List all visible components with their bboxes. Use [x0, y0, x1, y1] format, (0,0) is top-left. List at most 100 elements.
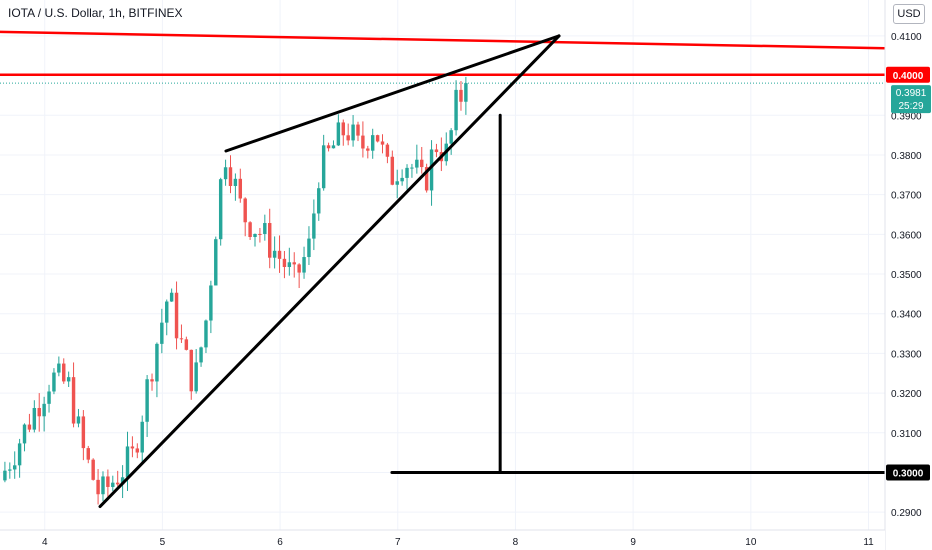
candle-body — [47, 391, 51, 404]
price-tags: 0.4000 0.3981 25:29 0.3000 — [886, 66, 931, 481]
candle-body — [145, 379, 149, 422]
candle-body — [140, 421, 144, 453]
candle-body — [434, 149, 439, 153]
wedge-lower — [98, 34, 561, 509]
y-tick-label: 0.3400 — [891, 310, 922, 321]
candle-body — [243, 198, 247, 223]
candle-body — [258, 233, 262, 235]
candle-body — [312, 213, 316, 239]
resistance-price-tag-bg — [886, 66, 930, 83]
y-tick-label: 0.3600 — [891, 230, 922, 241]
candle-body — [449, 130, 453, 144]
candle-body — [351, 124, 355, 141]
candle-body — [101, 476, 105, 495]
candle-body — [459, 89, 463, 102]
x-tick-label: 4 — [42, 537, 48, 548]
y-tick-label: 0.3100 — [891, 429, 922, 440]
candle-body — [42, 403, 46, 417]
candle-body — [263, 223, 267, 234]
candle-body — [390, 156, 395, 185]
candle-body — [76, 416, 81, 424]
target-price-tag-bg — [886, 464, 930, 481]
candle-body — [292, 262, 296, 265]
candle-body — [321, 145, 326, 189]
x-tick-label: 5 — [160, 537, 166, 548]
candle-body — [346, 135, 350, 141]
candle-body — [199, 347, 203, 363]
candle-body — [71, 377, 76, 424]
candle-body — [307, 238, 311, 258]
y-tick-label: 0.3300 — [891, 349, 922, 360]
candle-body — [189, 349, 193, 392]
target-price-tag: 0.3000 — [893, 468, 924, 479]
candle-body — [62, 363, 66, 382]
y-tick-label: 0.4100 — [891, 32, 922, 43]
resistance-line — [0, 30, 887, 50]
candle-body — [3, 470, 7, 481]
current-price-tag-bg — [891, 85, 931, 114]
y-tick-label: 0.3900 — [891, 111, 922, 122]
candle-body — [135, 448, 140, 453]
candle-body — [410, 167, 414, 169]
candle-body — [282, 258, 287, 268]
candle-body — [233, 178, 238, 187]
resistance-price-tag: 0.4000 — [893, 71, 924, 82]
candle-body — [317, 188, 321, 214]
candle-body — [297, 264, 301, 273]
x-tick-label: 7 — [395, 537, 401, 548]
candle-body — [370, 135, 375, 151]
candle-body — [81, 416, 86, 449]
x-tick-label: 9 — [630, 537, 636, 548]
candle-body — [454, 89, 458, 131]
candle-body — [238, 178, 243, 199]
candle-body — [375, 135, 380, 142]
symbol-title[interactable]: IOTA / U.S. Dollar, 1h, BITFINEX — [8, 6, 183, 20]
candle-body — [115, 482, 120, 485]
candle-body — [96, 479, 100, 495]
candle-body — [380, 141, 385, 145]
currency-button[interactable]: USD — [893, 4, 925, 24]
candle-body — [356, 124, 360, 136]
candle-body — [248, 222, 252, 237]
candle-body — [326, 145, 331, 149]
candle-body — [125, 446, 130, 478]
x-tick-label: 10 — [745, 537, 757, 548]
candle-body — [12, 465, 17, 470]
candle-body — [160, 322, 164, 344]
wedge-upper — [224, 34, 561, 153]
candle-body — [91, 459, 95, 480]
countdown-tag: 25:29 — [898, 101, 923, 112]
candle-body — [253, 233, 257, 237]
candle-body — [111, 482, 115, 487]
candle-body — [214, 239, 218, 286]
candle-body — [429, 149, 434, 191]
y-tick-label: 0.2900 — [891, 508, 922, 519]
candle-body — [86, 448, 90, 460]
candle-body — [22, 424, 27, 444]
candle-body — [209, 285, 213, 321]
candle-body — [302, 257, 306, 273]
candle-body — [223, 167, 228, 180]
candle-body — [400, 177, 404, 182]
candle-body — [8, 469, 12, 471]
candle-body — [165, 301, 169, 323]
candle-body — [52, 372, 56, 392]
candle-body — [184, 339, 189, 350]
candle-body — [277, 250, 282, 259]
candle-body — [336, 122, 341, 146]
candle-body — [37, 407, 41, 417]
candle-body — [194, 362, 198, 392]
candle-body — [218, 179, 223, 240]
candle-body — [424, 167, 429, 191]
y-tick-label: 0.3200 — [891, 389, 922, 400]
candle-body — [420, 159, 424, 168]
candle-body — [385, 144, 390, 157]
x-tick-label: 11 — [863, 537, 874, 548]
candle-body — [405, 167, 409, 178]
candle-body — [464, 83, 468, 102]
candle-body — [106, 476, 110, 487]
time-axis[interactable]: 4 5 6 7 8 9 10 11 — [0, 529, 885, 550]
candle-body — [268, 223, 272, 258]
candle-body — [331, 145, 336, 149]
